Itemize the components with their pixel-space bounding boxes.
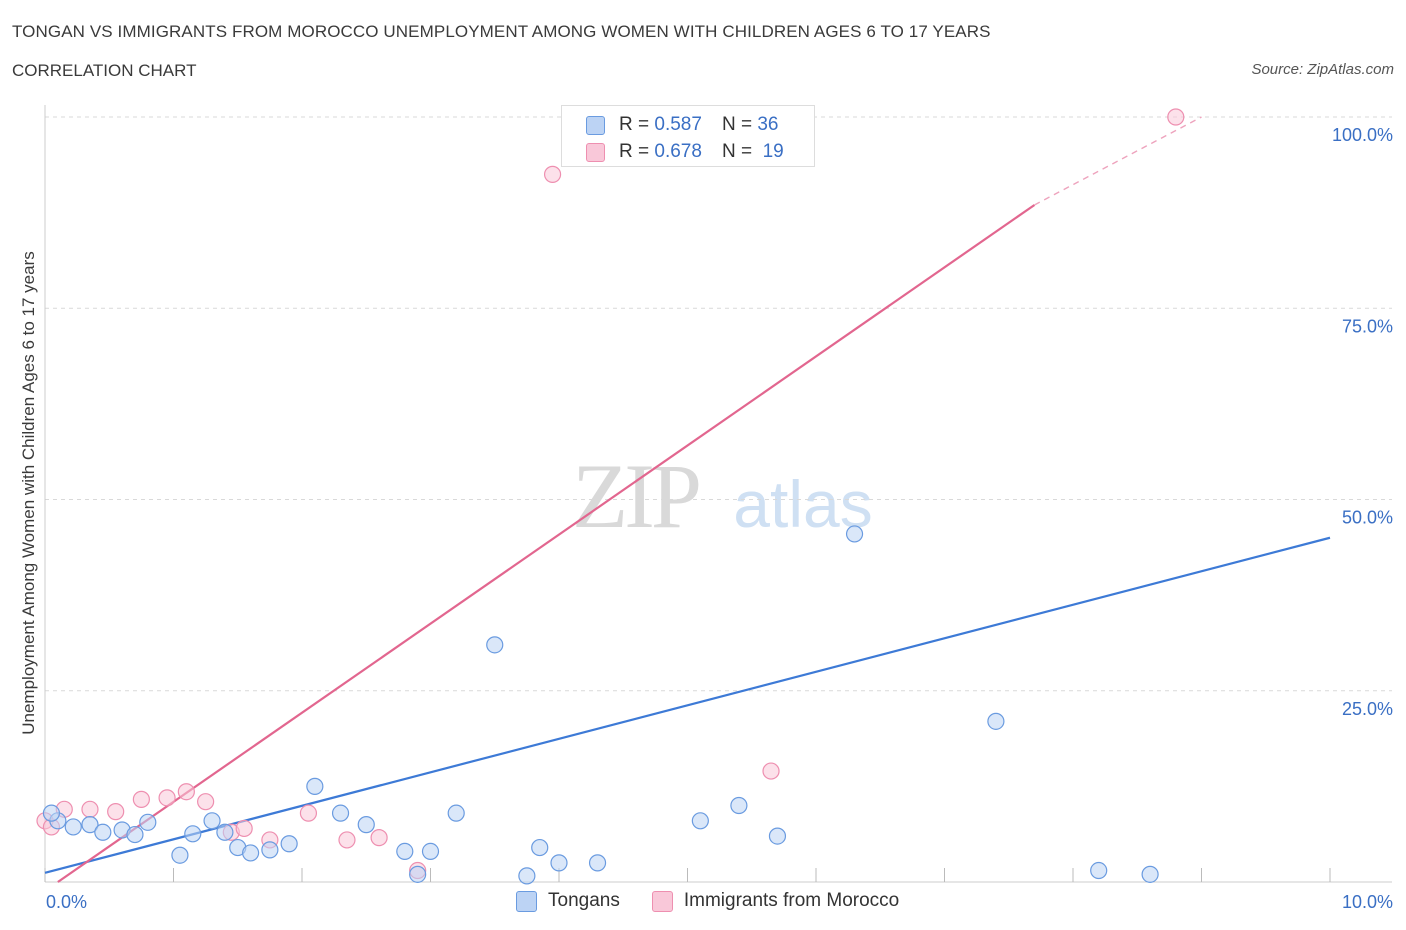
tongans-legend-swatch bbox=[516, 890, 537, 912]
legend-n-label: N = bbox=[721, 114, 753, 135]
tongan-point bbox=[691, 812, 709, 830]
chart-subtitle: CORRELATION CHART bbox=[12, 61, 197, 80]
tongan-point bbox=[242, 844, 260, 862]
tongan-point bbox=[42, 804, 61, 822]
tongan-point bbox=[357, 816, 375, 834]
tongans-trend-line bbox=[44, 536, 1331, 874]
watermark: ZIP atlas bbox=[572, 445, 873, 547]
tongans-n-value: 36 bbox=[757, 114, 779, 135]
correlation-legend: R = 0.587 N = 36 R = 0.678 N = 19 bbox=[561, 105, 815, 167]
tongans-swatch bbox=[586, 115, 605, 135]
chart-title: TONGAN VS IMMIGRANTS FROM MOROCCO UNEMPL… bbox=[12, 22, 991, 41]
y-tick-label: 50.0% bbox=[1342, 508, 1393, 528]
x-tick-labels: 0.0% 10.0% bbox=[46, 892, 1393, 912]
tongan-point bbox=[531, 838, 549, 857]
morocco-legend-label: Immigrants from Morocco bbox=[683, 890, 900, 911]
tongan-point bbox=[216, 823, 234, 841]
tongan-point bbox=[1141, 865, 1159, 883]
tongan-points bbox=[42, 525, 1159, 885]
tongan-point bbox=[588, 854, 607, 872]
y-tick-label: 100.0% bbox=[1332, 125, 1393, 145]
tongan-point bbox=[768, 827, 787, 845]
tongan-point bbox=[550, 854, 568, 872]
y-tick-labels: 25.0% 50.0% 75.0% 100.0% bbox=[1332, 125, 1393, 719]
legend-item-morocco[interactable]: Immigrants from Morocco bbox=[651, 890, 900, 912]
morocco-point bbox=[197, 793, 215, 811]
tongan-point bbox=[280, 835, 298, 853]
tongan-point bbox=[447, 804, 465, 822]
morocco-points bbox=[36, 108, 1185, 880]
series-legend: Tongans Immigrants from Morocco bbox=[516, 890, 931, 912]
legend-r-label: R = bbox=[619, 114, 650, 135]
morocco-point bbox=[177, 783, 195, 801]
tongan-point bbox=[171, 846, 189, 864]
morocco-point bbox=[299, 804, 318, 822]
gridlines bbox=[45, 116, 1392, 692]
morocco-legend-swatch bbox=[651, 890, 673, 912]
tongan-point bbox=[331, 804, 350, 822]
tongan-point bbox=[81, 816, 99, 834]
tongan-point bbox=[139, 813, 157, 831]
tongans-legend-label: Tongans bbox=[548, 890, 620, 911]
tongan-point bbox=[126, 825, 144, 844]
tongan-point bbox=[396, 842, 414, 861]
tongan-point bbox=[203, 812, 221, 830]
tongan-point bbox=[421, 842, 440, 861]
tongan-point bbox=[730, 796, 748, 815]
watermark-zip: ZIP bbox=[572, 445, 699, 547]
morocco-swatch bbox=[586, 142, 605, 162]
tongan-point bbox=[64, 818, 82, 836]
legend-row-morocco: R = 0.678 N = 19 bbox=[586, 140, 784, 164]
morocco-point bbox=[762, 762, 780, 780]
tongan-point bbox=[987, 712, 1005, 730]
tongan-point bbox=[184, 825, 202, 843]
trend-lines bbox=[44, 116, 1331, 883]
morocco-point bbox=[158, 789, 176, 807]
tongan-point bbox=[94, 823, 112, 841]
tongan-point bbox=[845, 525, 864, 543]
legend-row-tongans: R = 0.587 N = 36 bbox=[586, 113, 778, 137]
morocco-trend-extension bbox=[1034, 116, 1202, 206]
morocco-point bbox=[81, 800, 99, 818]
morocco-point bbox=[543, 165, 562, 183]
tongan-point bbox=[261, 841, 279, 859]
legend-item-tongans[interactable]: Tongans bbox=[516, 890, 620, 912]
y-axis-label: Unemployment Among Women with Children A… bbox=[19, 251, 38, 735]
legend-r-label: R = bbox=[619, 141, 650, 162]
tongan-point bbox=[409, 865, 427, 883]
axes bbox=[44, 105, 1392, 883]
chart-source: Source: ZipAtlas.com bbox=[1251, 61, 1394, 78]
y-tick-label: 25.0% bbox=[1342, 699, 1393, 719]
legend-n-label: N = bbox=[721, 141, 753, 162]
y-tick-label: 75.0% bbox=[1342, 316, 1393, 336]
morocco-point bbox=[235, 819, 253, 838]
morocco-point bbox=[132, 790, 150, 808]
tongan-point bbox=[306, 777, 324, 795]
tongan-point bbox=[1090, 861, 1108, 880]
morocco-point bbox=[1167, 108, 1185, 126]
morocco-point bbox=[107, 803, 125, 821]
x-tick-label: 10.0% bbox=[1342, 892, 1393, 912]
tongan-point bbox=[518, 867, 536, 885]
x-tick-label: 0.0% bbox=[46, 892, 87, 912]
morocco-n-value: 19 bbox=[762, 141, 784, 162]
morocco-point bbox=[338, 831, 356, 849]
morocco-point bbox=[370, 829, 388, 847]
morocco-trend-line bbox=[57, 204, 1036, 883]
morocco-r-value: 0.678 bbox=[654, 141, 702, 162]
tongan-point bbox=[486, 636, 504, 654]
tongans-r-value: 0.587 bbox=[654, 114, 702, 135]
